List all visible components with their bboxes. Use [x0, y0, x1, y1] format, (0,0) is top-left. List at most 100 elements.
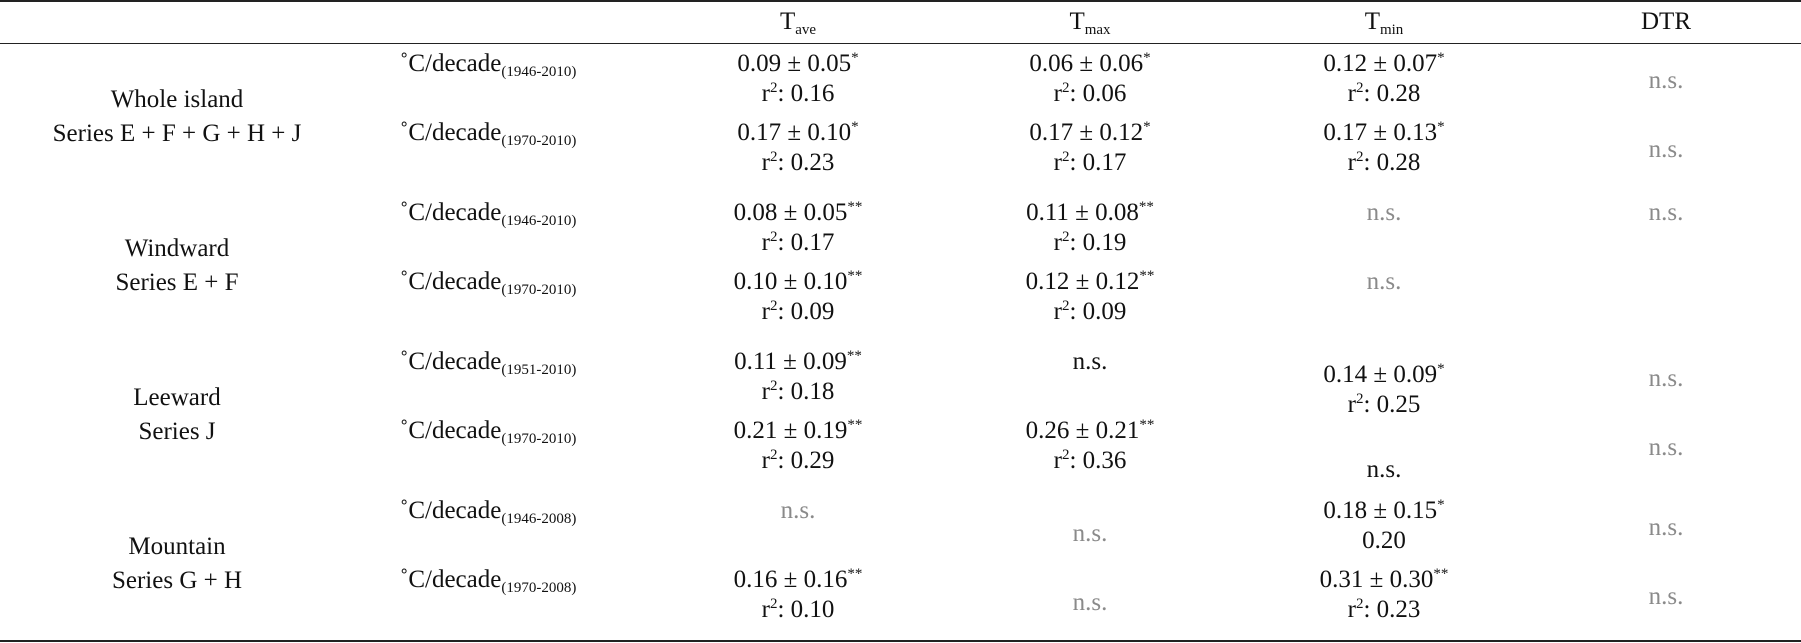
- trend-estimate: 0.14 ± 0.09: [1323, 361, 1438, 388]
- significance-mark: **: [846, 348, 862, 364]
- trend-value: 0.17 ± 0.10*: [737, 119, 858, 147]
- header-tmin-sub: min: [1379, 22, 1404, 38]
- not-significant: n.s.: [1072, 589, 1108, 616]
- r-colon: :: [1069, 80, 1083, 107]
- r-exponent: 2: [1061, 80, 1070, 96]
- header-dtr: DTR: [1641, 8, 1691, 35]
- period-sub: (1970-2010): [501, 282, 577, 298]
- group-label: Whole island Series E + F + G + H + J: [53, 83, 302, 151]
- r-exponent: 2: [769, 447, 778, 463]
- not-significant: n.s.: [1366, 268, 1402, 295]
- not-significant: n.s.: [1648, 199, 1684, 226]
- trend-estimate: 0.17 ± 0.13: [1323, 119, 1438, 146]
- r-squared: 0.20: [1362, 527, 1406, 555]
- not-significant: n.s.: [1648, 136, 1684, 163]
- unit-text: ˚C/decade: [400, 268, 502, 295]
- r-label: r: [761, 447, 770, 474]
- r-colon: :: [1363, 596, 1377, 623]
- header-tmax-sub: max: [1084, 22, 1111, 38]
- unit-text: ˚C/decade: [400, 119, 502, 146]
- r-colon: :: [777, 378, 791, 405]
- r-squared-value: 0.17: [1082, 149, 1127, 176]
- unit-label: ˚C/decade(1946-2010): [400, 199, 576, 229]
- header-tmax-base: T: [1069, 8, 1085, 35]
- unit-label: ˚C/decade(1970-2010): [400, 417, 577, 447]
- header-tave: Tave: [780, 8, 816, 38]
- period-sub: (1951-2010): [501, 362, 577, 378]
- r-squared-value: 0.16: [790, 80, 835, 107]
- significance-mark: *: [1437, 119, 1445, 135]
- trend-estimate: 0.12 ± 0.12: [1025, 268, 1140, 295]
- r-squared: r2: 0.18: [762, 378, 835, 406]
- group-name: Whole island: [110, 86, 244, 113]
- r-exponent: 2: [1355, 80, 1364, 96]
- r-squared-value: 0.06: [1082, 80, 1127, 107]
- r-squared: r2: 0.28: [1348, 149, 1421, 177]
- unit-text: ˚C/decade: [400, 497, 502, 524]
- r-label: r: [761, 80, 770, 107]
- group-series: Series J: [138, 418, 216, 445]
- r-colon: :: [1069, 447, 1083, 474]
- r-squared-value: 0.09: [1082, 298, 1127, 325]
- header-tmin-base: T: [1364, 8, 1380, 35]
- trend-value: 0.26 ± 0.21**: [1026, 417, 1155, 445]
- r-squared: r2: 0.23: [762, 149, 835, 177]
- significance-mark: *: [1437, 497, 1445, 513]
- unit-text: ˚C/decade: [400, 50, 502, 77]
- r-label: r: [761, 596, 770, 623]
- r-exponent: 2: [769, 298, 778, 314]
- trend-estimate: 0.26 ± 0.21: [1025, 417, 1140, 444]
- unit-label: ˚C/decade(1970-2010): [400, 268, 577, 298]
- r-squared: r2: 0.16: [762, 80, 835, 108]
- r-colon: :: [1363, 80, 1377, 107]
- r-squared: r2: 0.25: [1348, 391, 1421, 419]
- top-rule: [0, 0, 1801, 2]
- unit-label: ˚C/decade(1970-2008): [400, 566, 576, 596]
- r-squared-value: 0.17: [790, 229, 835, 256]
- r-exponent: 2: [1355, 149, 1364, 165]
- period-sub: (1946-2010): [501, 64, 577, 80]
- r-colon: :: [1069, 298, 1083, 325]
- significance-mark: **: [847, 268, 863, 284]
- r-colon: :: [1363, 391, 1377, 418]
- trend-estimate: 0.08 ± 0.05: [733, 199, 848, 226]
- not-significant: n.s.: [780, 497, 816, 524]
- r-squared-value: 0.20: [1362, 527, 1406, 554]
- trend-value: 0.21 ± 0.19**: [734, 417, 863, 445]
- r-label: r: [1347, 596, 1356, 623]
- group-series: Series G + H: [111, 567, 243, 594]
- group-name: Windward: [124, 235, 230, 262]
- header-tmax: Tmax: [1069, 8, 1111, 38]
- r-colon: :: [777, 298, 791, 325]
- r-squared-value: 0.25: [1376, 391, 1421, 418]
- trend-value: 0.09 ± 0.05*: [737, 50, 858, 78]
- r-squared: r2: 0.17: [762, 229, 835, 257]
- significance-mark: *: [1437, 50, 1445, 66]
- r-label: r: [1053, 80, 1062, 107]
- r-squared-value: 0.28: [1376, 80, 1421, 107]
- trend-value: 0.12 ± 0.12**: [1026, 268, 1155, 296]
- unit-text: ˚C/decade: [400, 566, 502, 593]
- r-exponent: 2: [769, 378, 778, 394]
- r-colon: :: [1363, 149, 1377, 176]
- unit-label: ˚C/decade(1946-2010): [400, 50, 577, 80]
- r-squared-value: 0.09: [790, 298, 835, 325]
- trend-value: 0.17 ± 0.12*: [1029, 119, 1150, 147]
- r-label: r: [1347, 149, 1356, 176]
- trend-estimate: 0.17 ± 0.10: [737, 119, 852, 146]
- trend-value: 0.17 ± 0.13*: [1323, 119, 1444, 147]
- trend-estimate: 0.12 ± 0.07: [1323, 50, 1438, 77]
- period-sub: (1970-2010): [501, 431, 577, 447]
- r-colon: :: [777, 447, 791, 474]
- r-colon: :: [1069, 229, 1083, 256]
- not-significant: n.s.: [1648, 365, 1684, 392]
- r-exponent: 2: [769, 149, 778, 165]
- r-colon: :: [1069, 149, 1083, 176]
- group-series: Series E + F: [115, 269, 239, 296]
- r-exponent: 2: [1355, 391, 1364, 407]
- r-squared-value: 0.23: [1376, 596, 1421, 623]
- trend-estimate: 0.06 ± 0.06: [1029, 50, 1144, 77]
- value-ns: n.s.: [1072, 348, 1108, 375]
- r-label: r: [761, 149, 770, 176]
- trend-estimate: 0.09 ± 0.05: [737, 50, 852, 77]
